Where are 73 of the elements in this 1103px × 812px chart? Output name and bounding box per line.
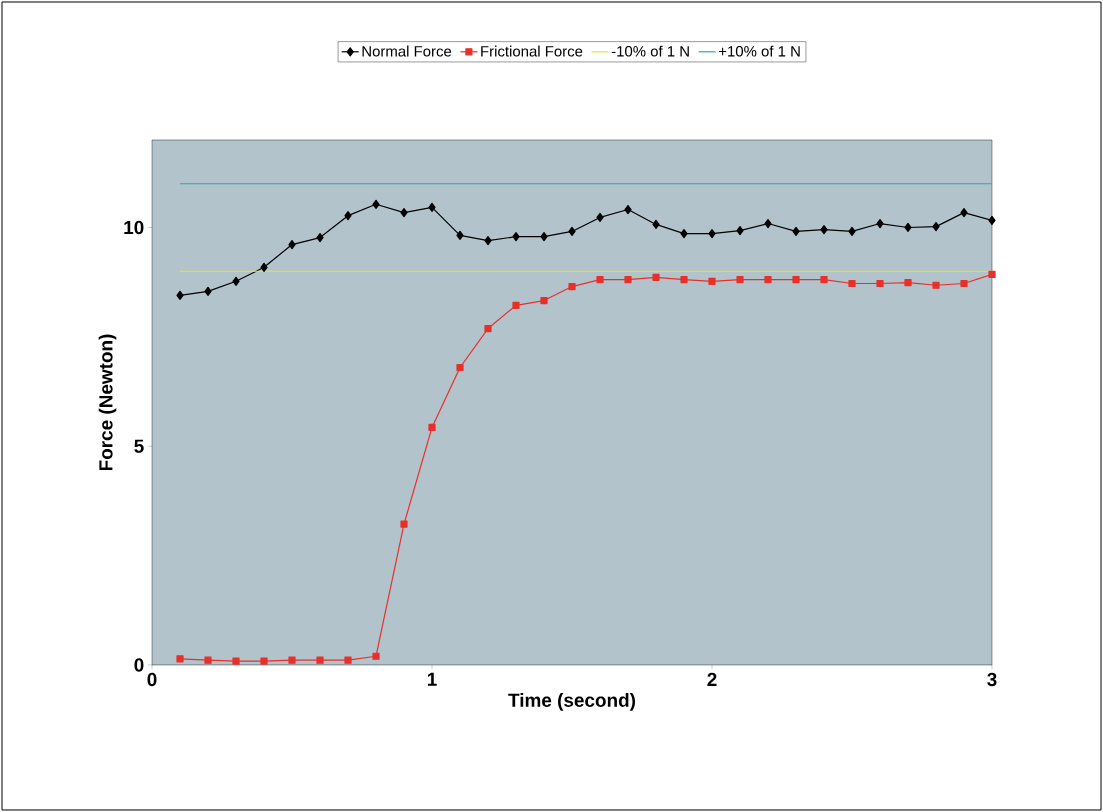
point — [512, 232, 520, 242]
point — [876, 279, 884, 288]
point — [988, 270, 996, 278]
point — [456, 363, 464, 372]
x-tick-label: 1 — [427, 672, 437, 686]
point — [680, 275, 688, 284]
point — [540, 232, 548, 242]
point — [568, 226, 576, 237]
point — [204, 656, 212, 664]
point — [232, 657, 240, 665]
point — [204, 286, 212, 296]
point — [344, 656, 352, 664]
legend-label: Normal Force — [362, 45, 452, 57]
point — [680, 229, 688, 239]
point — [176, 655, 184, 663]
legend-label: +10% of 1 N — [719, 45, 800, 57]
point — [596, 212, 604, 223]
y-tick-label: 10 — [124, 220, 144, 235]
point — [736, 275, 744, 284]
point — [932, 281, 940, 289]
legend-label: -10% of 1 N — [611, 45, 689, 57]
point — [876, 218, 884, 229]
point — [792, 275, 800, 284]
point — [932, 222, 940, 232]
point — [428, 423, 436, 432]
point — [652, 273, 660, 281]
point — [988, 215, 996, 226]
point — [736, 225, 744, 236]
point — [624, 204, 632, 215]
point — [820, 225, 828, 235]
point — [540, 296, 548, 305]
point — [708, 229, 716, 239]
point — [400, 520, 408, 528]
point — [820, 275, 828, 284]
point — [456, 230, 464, 240]
legend-label: Frictional Force — [481, 45, 583, 57]
point — [260, 262, 268, 272]
point — [848, 226, 856, 237]
point — [344, 211, 352, 221]
point — [512, 301, 520, 309]
point — [316, 232, 324, 243]
y-tick-label: 5 — [134, 439, 144, 453]
x-axis-title: Time (second) — [508, 693, 636, 711]
point — [624, 275, 632, 284]
point — [708, 277, 716, 285]
point — [960, 208, 968, 218]
x-tick-label: 2 — [707, 672, 717, 686]
point — [260, 657, 268, 665]
point — [372, 199, 380, 209]
point — [288, 239, 296, 250]
point — [848, 279, 856, 288]
point — [764, 218, 772, 229]
point — [960, 279, 968, 288]
point — [652, 219, 660, 230]
point — [904, 222, 912, 233]
point — [316, 656, 324, 664]
point — [484, 236, 492, 246]
point — [484, 324, 492, 333]
y-tick-label: 0 — [134, 658, 144, 672]
x-tick-label: 0 — [147, 672, 157, 687]
point — [372, 652, 380, 660]
point — [764, 275, 772, 284]
x-tick-label: 3 — [987, 672, 997, 687]
point — [400, 208, 408, 218]
y-axis-title: Force (Newton) — [98, 334, 117, 471]
point — [232, 276, 240, 286]
point — [176, 290, 184, 300]
point — [288, 656, 296, 664]
point — [792, 226, 800, 237]
point — [568, 282, 576, 291]
point — [596, 275, 604, 284]
point — [904, 279, 912, 287]
point — [428, 202, 436, 212]
